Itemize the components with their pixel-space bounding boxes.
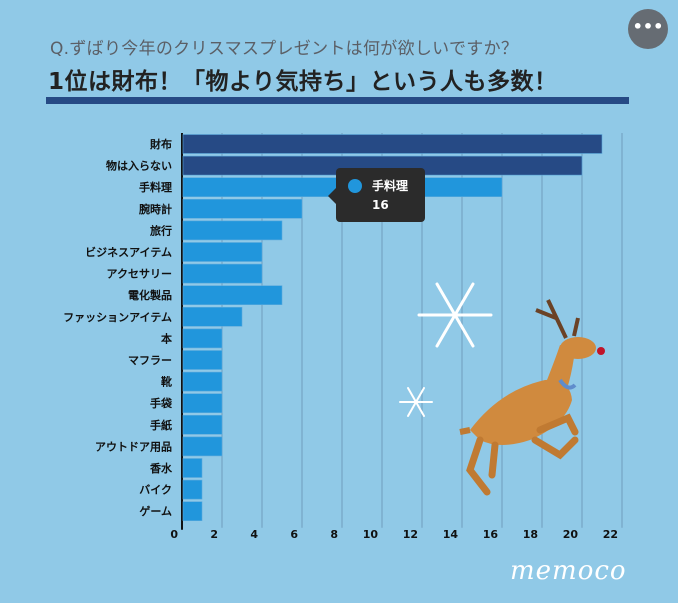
bar-9 <box>182 328 223 349</box>
series-dot-icon <box>348 179 362 193</box>
bar-3 <box>182 199 303 219</box>
category-label: 腕時計 <box>139 202 172 216</box>
bar-5 <box>182 242 263 262</box>
category-label: 電化製品 <box>128 288 172 302</box>
x-tick-label: 16 <box>483 528 499 541</box>
category-label: ファッションアイテム <box>63 311 172 324</box>
snowflake-icon <box>399 387 433 417</box>
category-label: 物は入らない <box>106 159 172 173</box>
x-tick-label: 20 <box>563 528 579 541</box>
category-label: 財布 <box>149 137 172 151</box>
x-tick-label: 18 <box>523 528 538 541</box>
category-label: 本 <box>161 331 172 345</box>
category-label: 香水 <box>149 461 173 475</box>
bar-7 <box>182 285 283 306</box>
x-tick-label: 8 <box>330 528 338 541</box>
bar-4 <box>182 220 283 241</box>
category-label: アクセサリー <box>107 268 172 281</box>
x-tick-label: 14 <box>443 528 459 541</box>
bar-11 <box>182 371 223 392</box>
category-label: 靴 <box>161 375 172 389</box>
category-label: 手紙 <box>150 418 172 432</box>
x-tick-label: 22 <box>603 528 618 541</box>
bar-8 <box>182 306 243 327</box>
page-title: 1位は財布！「物より気持ち」という人も多数！ <box>48 69 558 95</box>
category-label: ゲーム <box>139 504 172 518</box>
x-tick-label: 6 <box>290 528 298 541</box>
chart-tooltip: 手料理 16 <box>328 168 425 222</box>
x-tick-label: 12 <box>403 528 418 541</box>
bar-17 <box>182 501 203 522</box>
bar-16 <box>182 479 203 500</box>
tooltip-value: 16 <box>372 198 389 212</box>
x-tick-label: 0 <box>170 528 178 541</box>
category-label: 手料理 <box>139 180 172 194</box>
category-label: 手袋 <box>150 396 173 410</box>
bar-0 <box>182 134 603 154</box>
tooltip-label: 手料理 <box>372 179 409 193</box>
snowflake-icon <box>417 282 493 348</box>
reindeer-icon <box>459 299 605 496</box>
bar-13 <box>182 414 223 435</box>
category-label: アウトドア用品 <box>95 440 172 453</box>
x-tick-label: 4 <box>250 528 258 541</box>
bar-12 <box>182 393 223 414</box>
title-underline <box>46 97 629 104</box>
x-tick-label: 2 <box>210 528 218 541</box>
more-menu-button[interactable]: ••• <box>628 9 668 49</box>
category-label: マフラー <box>128 354 172 367</box>
memoco-logo: memoco <box>510 556 627 586</box>
bar-15 <box>182 458 203 478</box>
category-label: 旅行 <box>150 223 172 237</box>
more-horizontal-icon: ••• <box>632 17 664 36</box>
question-text: Q.ずばり今年のクリスマスプレゼントは何が欲しいですか？ <box>50 39 519 59</box>
category-label: バイク <box>139 484 172 497</box>
bar-6 <box>182 263 263 284</box>
category-label: ビジネスアイテム <box>85 245 172 259</box>
reindeer-illustration <box>399 282 605 496</box>
bar-10 <box>182 350 223 370</box>
bar-14 <box>182 436 223 457</box>
x-tick-label: 10 <box>363 528 379 541</box>
